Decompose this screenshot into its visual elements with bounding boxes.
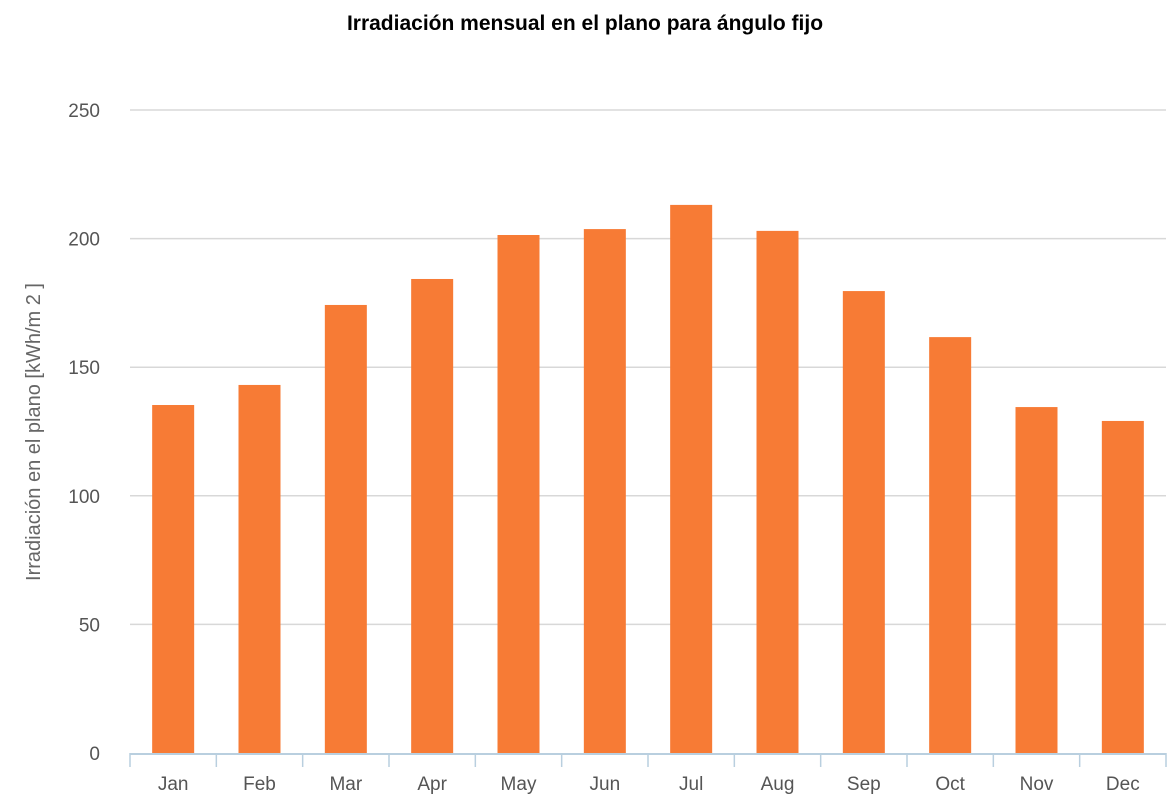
y-tick-label: 50 bbox=[79, 615, 100, 636]
bar-apr bbox=[411, 278, 454, 753]
x-tick-label: Jan bbox=[158, 774, 189, 795]
bar-jan bbox=[152, 405, 195, 753]
x-tick-label: Aug bbox=[761, 774, 795, 795]
y-tick-label: 100 bbox=[68, 487, 100, 508]
bar-jul bbox=[670, 204, 713, 753]
bar-sep bbox=[842, 291, 885, 753]
bar-nov bbox=[1015, 407, 1058, 753]
x-tick-label: Mar bbox=[329, 774, 362, 795]
x-tick-label: Dec bbox=[1106, 774, 1140, 795]
x-tick-label: Apr bbox=[417, 774, 447, 795]
bar-feb bbox=[238, 384, 281, 753]
x-tick-label: May bbox=[501, 774, 537, 795]
x-tick-label: Oct bbox=[935, 774, 965, 795]
y-tick-label: 200 bbox=[68, 230, 100, 251]
chart-title: Irradiación mensual en el plano para áng… bbox=[346, 12, 824, 35]
y-tick-label: 0 bbox=[89, 744, 100, 765]
x-tick-label: Jul bbox=[679, 774, 703, 795]
x-tick-label: Nov bbox=[1020, 774, 1054, 795]
bar-dec bbox=[1101, 420, 1144, 753]
y-tick-label: 150 bbox=[68, 358, 100, 379]
bar-jun bbox=[583, 229, 626, 753]
bar-aug bbox=[756, 230, 799, 753]
bar-oct bbox=[929, 337, 972, 753]
x-tick-label: Sep bbox=[847, 774, 881, 795]
x-tick-label: Feb bbox=[243, 774, 276, 795]
y-axis-label: Irradiación en el plano [kWh/m 2 ] bbox=[23, 283, 45, 581]
y-tick-label: 250 bbox=[68, 101, 100, 122]
bar-mar bbox=[324, 304, 367, 753]
bar-may bbox=[497, 234, 540, 753]
x-tick-label: Jun bbox=[590, 774, 621, 795]
